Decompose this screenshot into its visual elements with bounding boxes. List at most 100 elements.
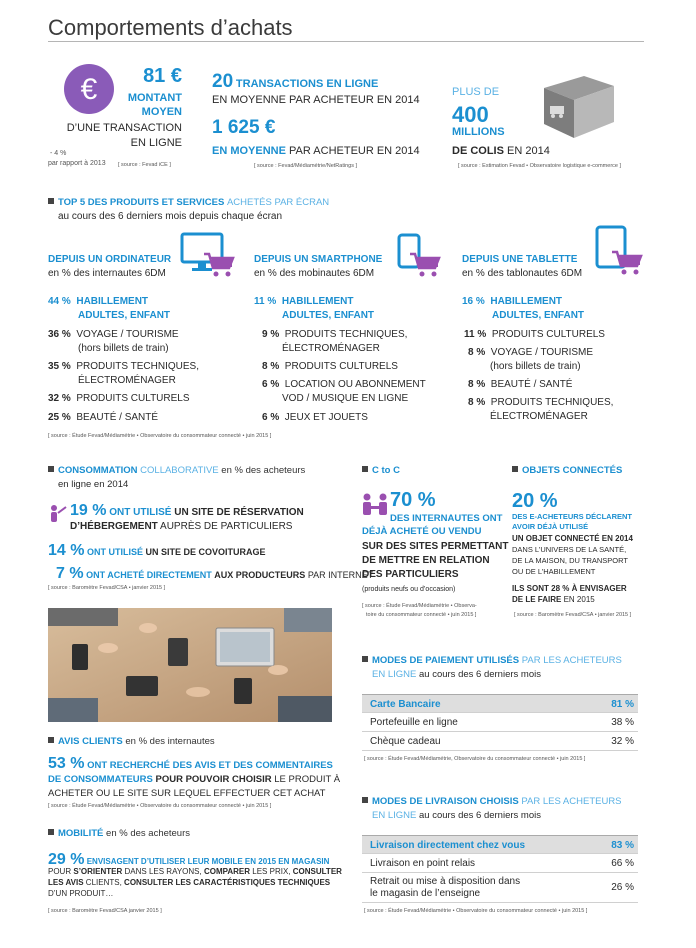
collab-title-line2: en ligne en 2014 <box>58 479 129 490</box>
collab-line1: 19 % ONT UTILISÉ UN SITE DE RÉSERVATION <box>70 502 304 519</box>
montant-source: [ source : Fevad iCE ] <box>118 162 171 168</box>
depense-source: [ source : Fevad/Médiamétrie/NetRatings … <box>254 163 358 169</box>
ctoc-l1: DES INTERNAUTES ONT <box>390 513 503 524</box>
people-icon <box>48 503 70 528</box>
tablet-top-label2: ADULTES, ENFANT <box>492 310 585 321</box>
parcel-box-icon <box>536 70 620 147</box>
list-item: 25 % BEAUTÉ / SANTÉ <box>48 412 159 423</box>
livraison-table: Livraison directement chez vous 83 % Livr… <box>362 835 638 903</box>
livraison-source: [ source : Étude Fevad/Médiamétrie • Obs… <box>364 908 588 914</box>
mobilite-line4: D’UN PRODUIT… <box>48 889 114 898</box>
depense-label: PAR ACHETEUR EN 2014 <box>289 145 420 157</box>
mobilite-line1: 29 % ENVISAGENT D’UTILISER LEUR MOBILE E… <box>48 851 330 868</box>
computer-top-label2: ADULTES, ENFANT <box>78 310 171 321</box>
table-row: Livraison en point relais 66 % <box>362 854 638 873</box>
table-row: Portefeuille en ligne 38 % <box>362 713 638 732</box>
avis-line2: DE CONSOMMATEURS POUR POUVOIR CHOISIR LE… <box>48 774 341 785</box>
transactions-line: 20 TRANSACTIONS EN LIGNE <box>212 70 378 94</box>
ctoc-title: C to C <box>362 465 400 477</box>
smartphone-heading: DEPUIS UN SMARTPHONE <box>254 254 383 265</box>
table-row: Retrait ou mise à disposition dans le ma… <box>362 873 638 903</box>
objets-l5: DE LA MAISON, DU TRANSPORT <box>512 556 628 565</box>
smartphone-top: 11 % HABILLEMENT <box>254 296 354 307</box>
paiement-source: [ source : Étude Fevad/Médiamétrie, Obse… <box>364 756 586 762</box>
depense-line: EN MOYENNE PAR ACHETEUR EN 2014 <box>212 145 420 159</box>
mobilite-title: MOBILITÉ en % des acheteurs <box>48 828 190 840</box>
colis-source: [ source : Estimation Fevad • Observatoi… <box>458 163 622 169</box>
list-item: 6 % JEUX ET JOUETS <box>262 412 368 423</box>
colis-prefix: PLUS DE <box>452 86 500 98</box>
objets-l1: DES E-ACHETEURS DÉCLARENT <box>512 512 633 521</box>
collab-title: CONSOMMATION COLLABORATIVE en % des ache… <box>48 465 305 477</box>
objets-pct: 20 % <box>512 490 558 512</box>
colis-unit: MILLIONS <box>452 126 505 138</box>
list-item-note: (hors billets de train) <box>490 361 581 372</box>
colis-label: EN 2014 <box>507 145 550 157</box>
computer-cart-icon <box>180 232 236 291</box>
montant-delta: - 4 % <box>50 150 67 157</box>
bullet-square-icon <box>362 797 368 803</box>
euro-icon: € <box>64 64 114 114</box>
transactions-label: EN MOYENNE PAR ACHETEUR EN 2014 <box>212 94 420 106</box>
objets-source: [ source : Baromètre Fevad/CSA • janvier… <box>514 612 632 618</box>
colis-value: 400 <box>452 102 489 127</box>
avis-line1: 53 % ONT RECHERCHÉ DES AVIS ET DES COMME… <box>48 755 333 772</box>
avis-source: [ source : Étude Fevad/Médiamétrie • Obs… <box>48 803 272 809</box>
top5-source: [ source : Étude Fevad/Médiamétrie • Obs… <box>48 433 272 439</box>
ctoc-l3: SUR DES SITES PERMETTANT <box>362 541 509 552</box>
tablet-sub: en % des tablonautes 6DM <box>462 268 583 279</box>
collab-line1b: D’HÉBERGEMENT AUPRÈS DE PARTICULIERS <box>70 521 293 532</box>
mobilite-source: [ source : Baromètre Fevad/CSA janvier 2… <box>48 908 162 914</box>
objets-title: OBJETS CONNECTÉS <box>512 465 622 477</box>
list-item: 36 % VOYAGE / TOURISME <box>48 329 179 340</box>
list-item: 8 % PRODUITS TECHNIQUES, <box>468 397 614 408</box>
depense-label-bold: EN MOYENNE <box>212 145 286 157</box>
paiement-title-line2: EN LIGNE au cours des 6 derniers mois <box>372 669 541 680</box>
livraison-title: MODES DE LIVRAISON CHOISIS PAR LES ACHET… <box>362 796 622 808</box>
list-item-note: ÉLECTROMÉNAGER <box>282 343 380 354</box>
tablet-cart-icon <box>594 224 646 289</box>
ctoc-note: (produits neufs ou d’occasion) <box>362 586 456 593</box>
table-row: Chèque cadeau 32 % <box>362 732 638 751</box>
page-title: Comportements d’achats <box>48 15 293 40</box>
list-item-note: ÉLECTROMÉNAGER <box>490 411 588 422</box>
colis-label-bold: DE COLIS <box>452 145 504 157</box>
svg-text:€: € <box>81 73 98 106</box>
objets-l4: DANS L’UNIVERS DE LA SANTÉ, <box>512 545 627 554</box>
collab-line3: 7 % ONT ACHETÉ DIRECTEMENT AUX PRODUCTEU… <box>56 565 374 582</box>
montant-delta-note: par rapport à 2013 <box>48 160 106 167</box>
table-row: Carte Bancaire 81 % <box>362 694 638 713</box>
list-item-note: VOD / MUSIQUE EN LIGNE <box>282 393 409 404</box>
bullet-square-icon <box>362 656 368 662</box>
ctoc-source1: [ source : Étude Fevad/Médiamétrie • Obs… <box>362 603 477 609</box>
list-item: 8 % VOYAGE / TOURISME <box>468 347 594 358</box>
ctoc-pct: 70 % <box>390 489 436 511</box>
computer-top: 44 % HABILLEMENT <box>48 296 149 307</box>
smartphone-top-label2: ADULTES, ENFANT <box>282 310 375 321</box>
two-people-icon <box>362 492 388 521</box>
top5-subtitle: au cours des 6 derniers mois depuis chaq… <box>58 211 283 222</box>
list-item: 6 % LOCATION OU ABONNEMENT <box>262 379 426 390</box>
table-row: Livraison directement chez vous 83 % <box>362 835 638 854</box>
title-divider <box>48 41 644 42</box>
mobilite-line2: POUR S’ORIENTER DANS LES RAYONS, COMPARE… <box>48 867 342 876</box>
bullet-square-icon <box>48 737 54 743</box>
list-item: 35 % PRODUITS TECHNIQUES, <box>48 361 199 372</box>
depense-value: 1 625 € <box>212 117 276 138</box>
computer-sub: en % des internautes 6DM <box>48 268 166 279</box>
list-item: 8 % PRODUITS CULTURELS <box>262 361 398 372</box>
collab-line2: 14 % ONT UTILISÉ UN SITE DE COVOITURAGE <box>48 542 266 559</box>
montant-value: 81 € <box>143 65 182 87</box>
ctoc-l5: DES PARTICULIERS <box>362 569 459 580</box>
bullet-square-icon <box>362 466 368 472</box>
list-item-note: ÉLECTROMÉNAGER <box>78 375 176 386</box>
montant-label2: MOYEN <box>141 106 182 118</box>
avis-line3: ACHETER OU LE SITE SUR LEQUEL EFFECTUER … <box>48 788 326 799</box>
objets-l7: ILS SONT 28 % À ENVISAGER <box>512 584 627 593</box>
smartphone-sub: en % des mobinautes 6DM <box>254 268 375 279</box>
montant-label1: MONTANT <box>127 92 182 104</box>
livraison-title-line2: EN LIGNE au cours des 6 derniers mois <box>372 810 541 821</box>
paiement-table: Carte Bancaire 81 % Portefeuille en ligne… <box>362 694 638 751</box>
objets-l2: AVOIR DÉJÀ UTILISÉ <box>512 522 589 531</box>
objets-l8: DE LE FAIRE EN 2015 <box>512 595 595 604</box>
